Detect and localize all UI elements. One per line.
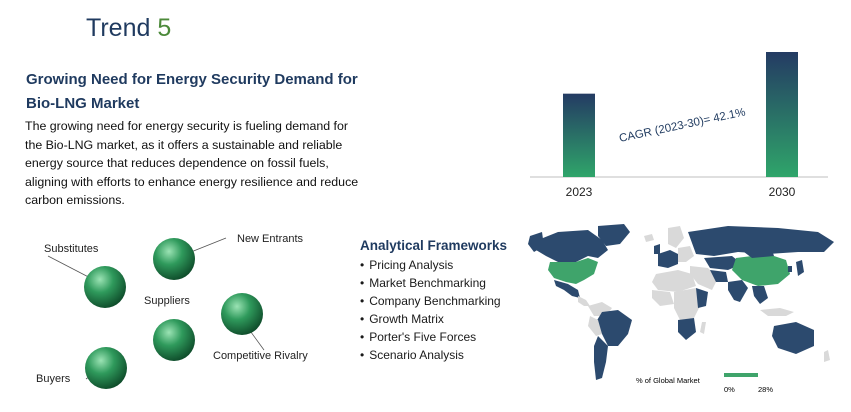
trend-number: 5 bbox=[157, 14, 172, 42]
map-west-europe bbox=[658, 250, 678, 268]
map-legend-bar bbox=[724, 373, 758, 377]
headline: Growing Need for Energy Security Demand … bbox=[26, 71, 358, 112]
frameworks-panel: Analytical Frameworks Pricing Analysis M… bbox=[360, 238, 535, 364]
label-substitutes: Substitutes bbox=[44, 243, 99, 255]
cagr-annotation: CAGR (2023-30)= 42.1% bbox=[618, 106, 746, 145]
framework-item: Company Benchmarking bbox=[360, 292, 535, 310]
tick-label-2030: 2030 bbox=[769, 185, 796, 199]
trend-title: Trend 5 bbox=[86, 14, 171, 43]
sphere-competitive-rivalry bbox=[221, 293, 263, 335]
label-buyers: Buyers bbox=[36, 373, 71, 385]
porter-graphic: Substitutes New Entrants Suppliers Compe… bbox=[28, 222, 328, 397]
label-new-entrants: New Entrants bbox=[237, 233, 304, 245]
map-alaska bbox=[528, 232, 544, 252]
framework-item: Growth Matrix bbox=[360, 310, 535, 328]
map-greenland bbox=[598, 224, 630, 246]
map-kazakhstan bbox=[704, 256, 742, 270]
sphere-substitutes bbox=[84, 266, 126, 308]
framework-item: Pricing Analysis bbox=[360, 256, 535, 274]
frameworks-title: Analytical Frameworks bbox=[360, 238, 508, 253]
sphere-buyers bbox=[85, 347, 127, 389]
map-brazil bbox=[596, 310, 632, 346]
map-korea bbox=[788, 266, 792, 272]
label-competitive-rivalry: Competitive Rivalry bbox=[213, 350, 308, 362]
map-iran bbox=[710, 270, 728, 282]
map-uk bbox=[654, 244, 660, 254]
map-central-america bbox=[578, 296, 590, 306]
tick-label-2023: 2023 bbox=[566, 185, 593, 199]
map-mexico bbox=[554, 280, 580, 298]
map-southeast-asia bbox=[752, 286, 768, 304]
map-east-africa bbox=[696, 288, 708, 308]
world-map-svg: % of Global Market 0% 28% bbox=[528, 224, 834, 394]
sphere-suppliers bbox=[153, 319, 195, 361]
map-china bbox=[732, 254, 790, 286]
map-west-africa bbox=[652, 290, 674, 306]
framework-item: Porter's Five Forces bbox=[360, 328, 535, 346]
map-canada bbox=[536, 230, 608, 262]
description: The growing need for energy security is … bbox=[25, 119, 359, 207]
framework-item: Scenario Analysis bbox=[360, 346, 535, 364]
map-india bbox=[728, 280, 748, 302]
bar-2023 bbox=[563, 93, 595, 177]
map-south-africa bbox=[678, 318, 696, 340]
map-east-europe bbox=[678, 246, 694, 262]
map-new-zealand bbox=[824, 350, 830, 362]
map-japan bbox=[796, 260, 804, 276]
trend-word: Trend bbox=[86, 14, 151, 42]
map-russia bbox=[688, 226, 834, 256]
cagr-chart: 2023 2030 CAGR (2023-30)= 42.1% bbox=[528, 40, 838, 210]
frameworks-list: Pricing Analysis Market Benchmarking Com… bbox=[360, 256, 535, 364]
world-map: % of Global Market 0% 28% bbox=[528, 222, 840, 400]
map-central-africa bbox=[674, 288, 702, 320]
map-scandinavia bbox=[668, 226, 684, 248]
map-indonesia bbox=[760, 308, 794, 316]
map-legend-title: % of Global Market bbox=[636, 376, 701, 385]
bar-chart-svg: 2023 2030 CAGR (2023-30)= 42.1% bbox=[530, 52, 828, 199]
porter-spheres bbox=[47, 237, 265, 389]
map-argentina bbox=[594, 336, 608, 380]
sphere-new-entrants bbox=[153, 238, 195, 280]
map-legend-min: 0% bbox=[724, 385, 735, 394]
map-usa bbox=[548, 258, 598, 284]
map-mongolia bbox=[744, 250, 774, 258]
bar-2030 bbox=[766, 52, 798, 177]
map-madagascar bbox=[700, 322, 706, 334]
label-suppliers: Suppliers bbox=[144, 295, 190, 307]
map-iceland bbox=[644, 234, 654, 242]
map-australia bbox=[772, 322, 814, 354]
framework-item: Market Benchmarking bbox=[360, 274, 535, 292]
map-peru bbox=[588, 316, 602, 336]
map-legend-max: 28% bbox=[758, 385, 773, 394]
map-north-africa bbox=[652, 270, 696, 292]
